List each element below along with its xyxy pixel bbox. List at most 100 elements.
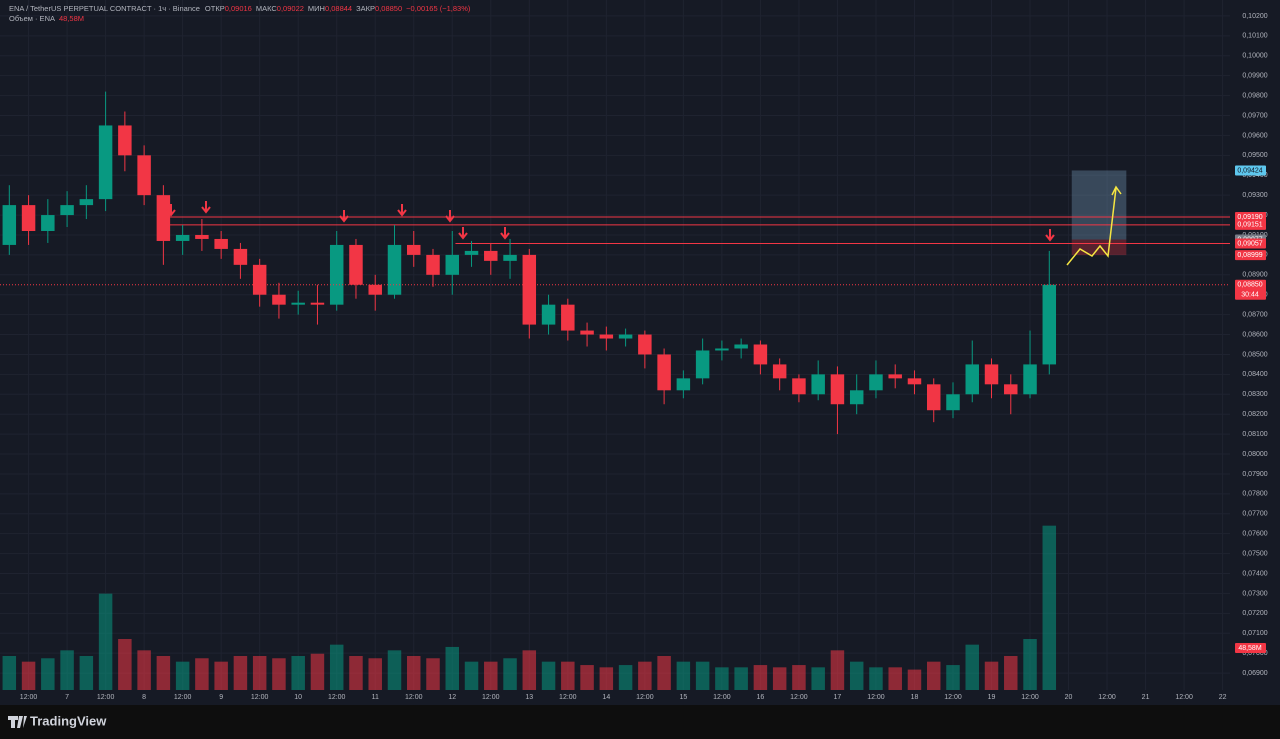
y-tick-label: 0,07700 [1242,511,1267,518]
arrow [500,227,510,240]
volume-bar [638,661,652,690]
candle-body [291,302,305,305]
x-tick-label: 22 [1219,694,1227,701]
y-tick-label: 0,07800 [1242,491,1267,498]
price-tag-label: 0,08999 [1237,252,1262,259]
countdown: 30:44 [1241,292,1259,299]
x-tick-label: 12:00 [405,694,423,701]
x-tick-label: 12 [448,694,456,701]
price-tag [1235,279,1266,300]
candle-body [869,374,883,391]
target-zone [1071,170,1127,240]
y-tick-label: 0,07100 [1242,630,1267,637]
volume-bar [445,646,460,690]
y-tick-label: 0,09900 [1242,73,1267,80]
candle-body [79,199,94,206]
candle-body [753,344,768,365]
volume-bar [811,667,825,690]
volume-bar [715,667,729,690]
x-tick-label: 21 [1142,694,1150,701]
volume-bar [79,656,94,690]
candle-body [599,334,614,339]
header: ENA / TetherUS PERPETUAL CONTRACT · 1ч ·… [9,4,471,23]
candle-body [849,390,864,405]
candle-body [811,374,825,395]
y-tick-label: 0,09600 [1242,132,1267,139]
y-tick-label: 0,09800 [1242,92,1267,99]
volume-bar [252,656,267,690]
x-tick-label: 18 [911,694,919,701]
y-tick-label: 0,07900 [1242,471,1267,478]
volume-bar [772,667,787,690]
volume-bar [387,650,402,690]
volume-bar [1023,639,1037,690]
volume-bar [233,656,248,690]
x-tick-label: 12:00 [1021,694,1039,701]
logo [8,716,27,728]
y-tick-label: 0,09300 [1242,192,1267,199]
candle-body [1042,284,1057,365]
price-tag [1235,238,1266,249]
x-tick-label: 12:00 [713,694,731,701]
volume-bar [2,656,17,690]
volume-bar [618,665,633,690]
y-tick-label: 0,07300 [1242,590,1267,597]
price-tag [1235,219,1266,230]
x-tick-label: 12:00 [482,694,500,701]
volume-bar [175,661,190,690]
axes: 0,06900 0,07000 0,07100 0,07200 0,07300 0,074… [20,13,1268,701]
x-tick-label: 12:00 [174,694,192,701]
volume-bar [926,661,941,690]
candle-body [329,244,344,305]
y-tick-label: 0,08700 [1242,311,1267,318]
volume-bar [907,669,922,690]
x-tick-label: 12:00 [636,694,654,701]
volume-bar [368,658,382,690]
price-tag-label: 0,09057 [1237,240,1262,247]
volume-bar [272,658,286,690]
candle-body [1004,384,1018,395]
candle-body [387,244,402,295]
candle-body [98,125,113,200]
price-tag-label: 0,08850 [1237,282,1262,289]
volume-bar [753,665,768,690]
candle-body [888,374,902,379]
x-tick-label: 15 [679,694,687,701]
candle-body [484,250,498,261]
volume-bar [561,661,575,690]
volume-bar [98,593,113,690]
y-tick-label: 0,09500 [1242,152,1267,159]
candle-body [580,330,594,335]
volume-bar [965,644,979,690]
candle-body [426,254,440,275]
volume-tag [1235,643,1266,653]
volume-bar [946,665,960,690]
y-tick-label: 0,07400 [1242,570,1267,577]
x-tick-label: 9 [219,694,223,701]
volume-bar [407,656,421,690]
volume-bar [464,661,479,690]
candle-body [252,264,267,295]
arrow [397,204,407,217]
candle-body [522,254,537,325]
volume-bar [676,661,691,690]
candle-body [638,334,652,355]
candle-body [695,350,710,379]
x-tick-label: 12:00 [944,694,962,701]
volume-bar [426,658,440,690]
volume-bar [849,661,864,690]
y-tick-label: 0,09400 [1242,172,1267,179]
x-tick-label: 12:00 [559,694,577,701]
candle-body [118,125,132,156]
volume-bar [1042,525,1057,690]
candle-body [946,394,960,411]
arrow [445,210,455,223]
candle-body [407,244,421,255]
volume-bar [830,650,845,690]
volume-bar [792,665,806,690]
y-tick-label: 0,10100 [1242,33,1267,40]
y-tick-label: 0,08300 [1242,391,1267,398]
volume-bar [503,658,517,690]
